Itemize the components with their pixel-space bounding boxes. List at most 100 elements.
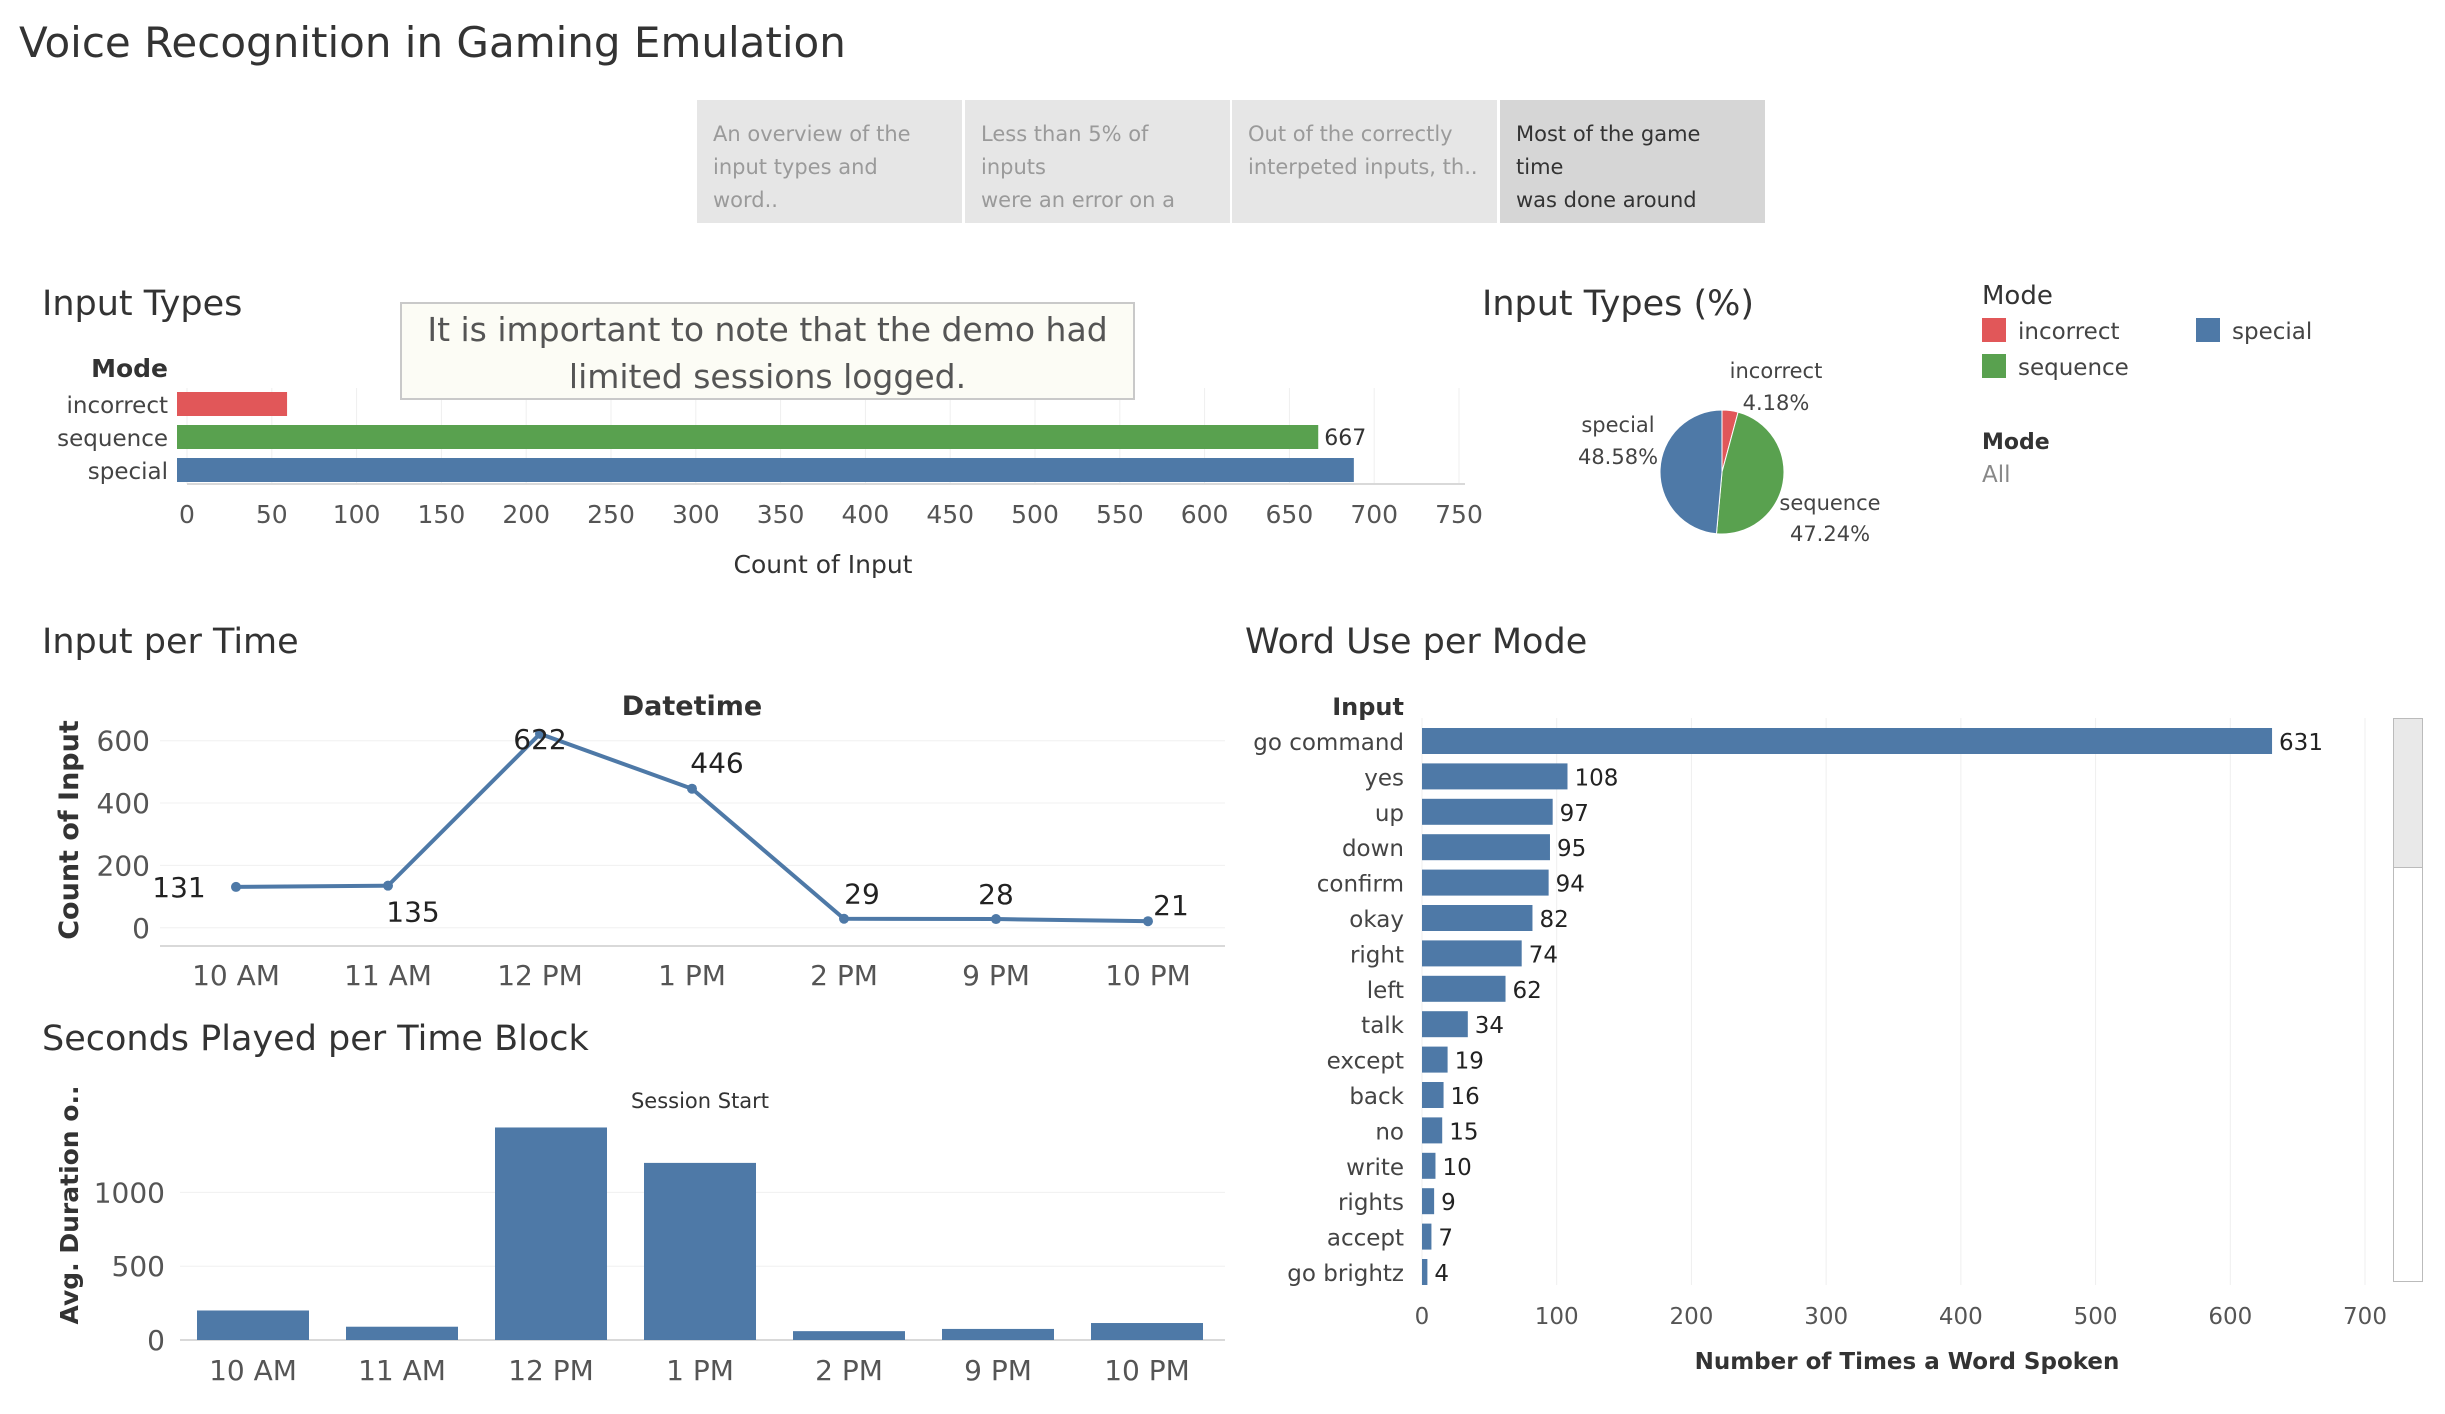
story-point-3[interactable]: Out of the correctly interpeted inputs, … [1232, 100, 1497, 223]
word-label: right [1350, 942, 1404, 968]
input-per-time-chart: Datetime 0 200 400 600 Count of Input 131 135 62… [54, 691, 1225, 992]
bar-2 PM[interactable] [793, 1331, 905, 1340]
bar-incorrect[interactable] [177, 392, 288, 416]
pie-percent-label: 47.24% [1790, 522, 1870, 546]
bar-11 AM[interactable] [346, 1326, 458, 1340]
y-tick-label: 500 [112, 1250, 165, 1283]
data-label: 74 [1529, 942, 1558, 968]
annotation-line: limited sessions logged. [568, 357, 967, 396]
input-types-pct-title: Input Types (%) [1482, 284, 1755, 324]
word-label: down [1342, 836, 1404, 862]
legend-label-special[interactable]: special [2232, 319, 2313, 345]
story-point-1[interactable]: An overview of the input types and word.… [697, 100, 962, 223]
story-point-text: interpeted inputs, th.. [1248, 155, 1478, 179]
story-point-4-active[interactable]: Most of the game time was done around no… [1500, 100, 1765, 223]
bar-write[interactable] [1422, 1152, 1436, 1179]
bar-talk[interactable] [1422, 1011, 1468, 1038]
data-point[interactable] [991, 914, 1001, 925]
category-label: incorrect [66, 393, 168, 419]
scrollbar-thumb[interactable] [2394, 719, 2422, 868]
pie-percent-label: 48.58% [1578, 445, 1658, 469]
bar-right[interactable] [1422, 940, 1522, 967]
data-point[interactable] [383, 880, 393, 891]
chart-header: Datetime [622, 691, 762, 722]
x-tick-label: 300 [672, 500, 720, 529]
x-tick-label: 9 PM [964, 1354, 1032, 1387]
bar-10 AM[interactable] [197, 1310, 309, 1340]
category-label: sequence [57, 426, 168, 452]
chart-header: Session Start [631, 1089, 769, 1113]
data-point[interactable] [535, 728, 545, 739]
bar-except[interactable] [1422, 1046, 1448, 1073]
bar-confirm[interactable] [1422, 869, 1549, 896]
y-tick-label: 600 [97, 725, 150, 758]
data-label: 34 [1475, 1013, 1504, 1039]
x-tick-label: 9 PM [962, 959, 1030, 992]
dashboard-title: Voice Recognition in Gaming Emulation [19, 18, 846, 67]
row-header: Input [1332, 693, 1404, 721]
x-tick-label: 2 PM [810, 959, 878, 992]
legend-swatch-incorrect[interactable] [1982, 318, 2006, 342]
bar-back[interactable] [1422, 1082, 1444, 1108]
story-point-text: were an error on a br.. [981, 188, 1175, 223]
category-label: special [88, 459, 168, 485]
data-label: 446 [690, 747, 743, 780]
data-point[interactable] [839, 913, 849, 924]
data-label: 29 [844, 878, 880, 911]
bar-10 PM[interactable] [1091, 1323, 1203, 1340]
mode-filter-value[interactable]: All [1982, 462, 2011, 488]
story-point-text: Less than 5% of inputs [981, 122, 1149, 179]
bar-12 PM[interactable] [495, 1127, 607, 1340]
data-point[interactable] [687, 783, 697, 794]
bar-okay[interactable] [1422, 905, 1533, 931]
x-tick-label: 1 PM [666, 1354, 734, 1387]
bar-1 PM[interactable] [644, 1162, 756, 1340]
x-tick-label: 2 PM [815, 1354, 883, 1387]
bar-special[interactable] [177, 458, 1354, 482]
pie-slice-sequence[interactable] [1715, 411, 1785, 535]
story-point-text: Out of the correctly [1248, 122, 1453, 146]
bar-down[interactable] [1422, 834, 1550, 861]
mode-filter-label: Mode [1982, 430, 2050, 455]
word-use-title: Word Use per Mode [1245, 622, 1588, 662]
x-tick-label: 1 PM [658, 959, 726, 992]
bar-rights[interactable] [1422, 1188, 1435, 1215]
x-tick-label: 12 PM [497, 959, 583, 992]
word-label: go brightz [1287, 1261, 1404, 1287]
legend-swatch-sequence[interactable] [1982, 354, 2006, 378]
pie-label: sequence [1779, 491, 1880, 515]
bar-accept[interactable] [1422, 1223, 1432, 1250]
x-tick-label: 300 [1804, 1304, 1848, 1330]
word-label: confirm [1317, 872, 1404, 898]
bar-go-brightz[interactable] [1422, 1259, 1428, 1285]
legend-label-incorrect[interactable]: incorrect [2018, 319, 2120, 345]
pie-slice-special[interactable] [1659, 409, 1723, 535]
word-label: up [1375, 801, 1404, 827]
bar-up[interactable] [1422, 798, 1553, 825]
x-tick-label: 350 [757, 500, 805, 529]
bar-no[interactable] [1422, 1117, 1443, 1144]
data-label: 16 [1451, 1084, 1480, 1110]
data-point[interactable] [231, 881, 241, 892]
bar-sequence[interactable] [177, 425, 1319, 449]
y-axis-title: Count of Input [54, 720, 85, 940]
word-use-scrollbar[interactable] [2393, 718, 2423, 1282]
bar-yes[interactable] [1422, 763, 1568, 790]
bar-go-command[interactable] [1422, 728, 2273, 754]
legend-swatch-special[interactable] [2196, 318, 2220, 342]
word-label: write [1346, 1155, 1404, 1181]
x-tick-label: 0 [1415, 1304, 1430, 1330]
legend-label-sequence[interactable]: sequence [2018, 355, 2129, 381]
data-label: 28 [978, 878, 1014, 911]
story-point-2[interactable]: Less than 5% of inputs were an error on … [965, 100, 1230, 223]
bar-9 PM[interactable] [942, 1328, 1054, 1340]
data-label: 667 [1324, 426, 1366, 451]
word-label: rights [1338, 1190, 1404, 1216]
annotation-line: It is important to note that the demo ha… [427, 310, 1108, 349]
bar-left[interactable] [1422, 975, 1506, 1002]
data-point[interactable] [1143, 916, 1153, 927]
word-use-chart: Input 0 100 200 300 400 500 600 700 go command 631… [1253, 693, 2387, 1375]
x-tick-label: 600 [2208, 1304, 2252, 1330]
x-axis-title: Number of Times a Word Spoken [1695, 1349, 2120, 1375]
